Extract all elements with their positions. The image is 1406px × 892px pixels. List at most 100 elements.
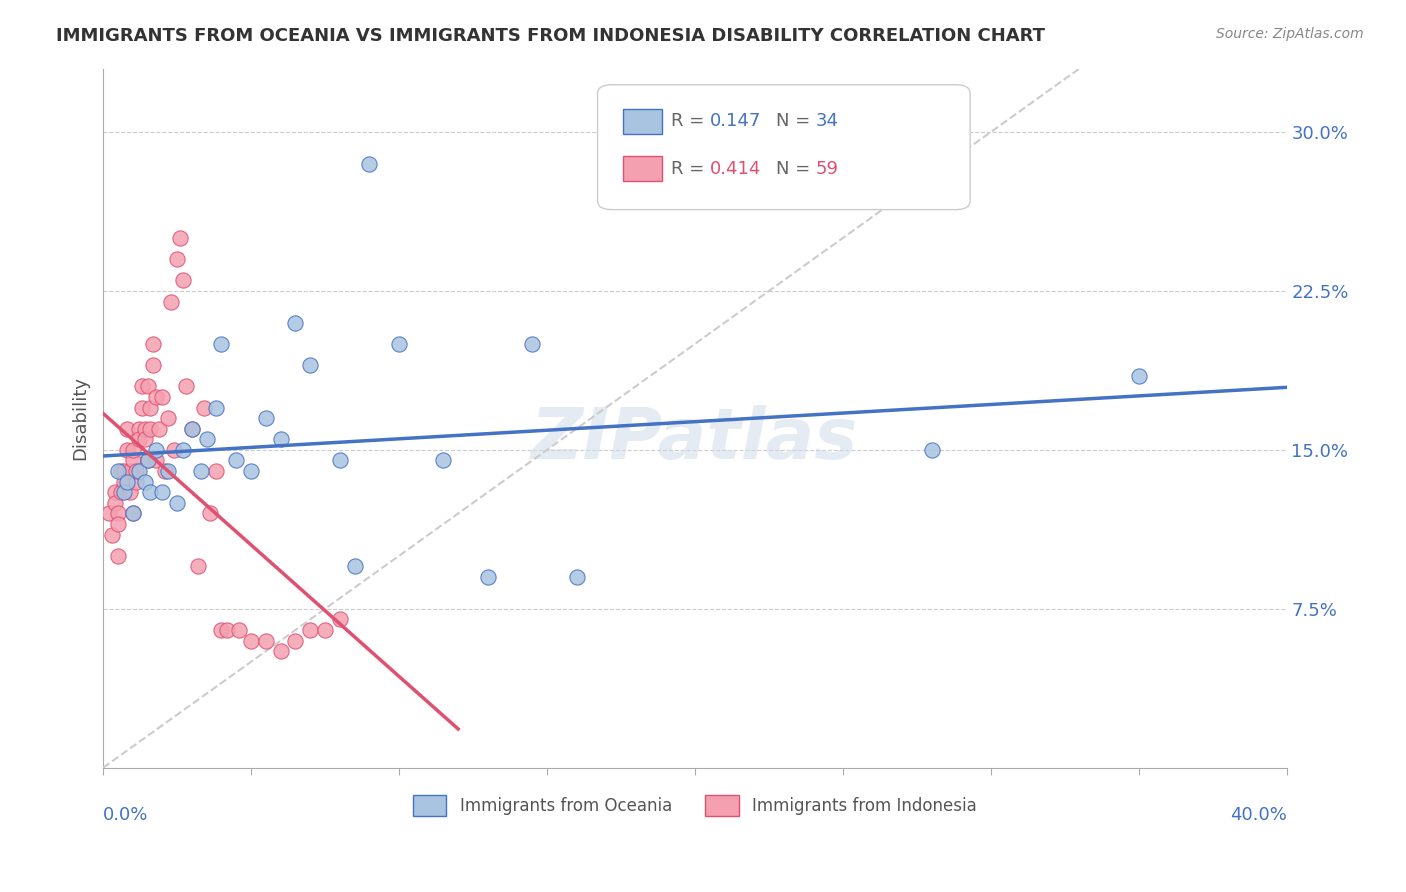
Point [155,464,177,478]
Text: 34: 34 [815,112,838,130]
Point [180,422,202,436]
Point [128,432,150,446]
Point [121,442,143,457]
Point [107,464,129,478]
Point [131,379,153,393]
Point [187,559,209,574]
Text: 0.0%: 0.0% [103,806,149,824]
Y-axis label: Disability: Disability [72,376,89,460]
Point [142,358,165,372]
Point [195,432,218,446]
Point [299,623,322,637]
Point [121,507,143,521]
Point [115,475,138,489]
Point [131,401,153,415]
Legend: Immigrants from Oceania, Immigrants from Indonesia: Immigrants from Oceania, Immigrants from… [406,789,983,822]
Point [145,453,167,467]
Point [359,157,381,171]
Point [193,401,215,415]
Point [211,623,233,637]
Point [166,252,188,267]
Point [148,422,170,436]
Point [270,432,292,446]
Point [228,623,250,637]
Point [115,442,138,457]
Point [139,485,162,500]
Point [128,422,150,436]
Point [145,390,167,404]
Point [225,453,247,467]
Text: IMMIGRANTS FROM OCEANIA VS IMMIGRANTS FROM INDONESIA DISABILITY CORRELATION CHAR: IMMIGRANTS FROM OCEANIA VS IMMIGRANTS FR… [56,27,1045,45]
Point [343,559,366,574]
Point [124,464,146,478]
Point [174,379,197,393]
Point [1128,368,1150,383]
Point [101,527,124,541]
Point [198,507,221,521]
Point [314,623,336,637]
Point [112,485,135,500]
Point [142,337,165,351]
Point [921,442,943,457]
Point [134,475,156,489]
Text: 0.147: 0.147 [710,112,762,130]
Point [157,464,180,478]
Point [520,337,543,351]
Point [329,453,352,467]
Point [157,411,180,425]
Point [107,516,129,531]
Point [118,485,141,500]
Point [112,464,135,478]
Point [107,507,129,521]
Text: R =: R = [671,160,710,178]
Text: N =: N = [776,160,815,178]
Point [139,422,162,436]
Text: 59: 59 [815,160,838,178]
Point [134,432,156,446]
Point [107,549,129,563]
Point [565,570,588,584]
Text: N =: N = [776,112,815,130]
Point [284,316,307,330]
Point [136,453,159,467]
Point [388,337,411,351]
Point [270,644,292,658]
Point [124,475,146,489]
Point [136,453,159,467]
Text: ZIPatlas: ZIPatlas [531,405,859,474]
Point [432,453,454,467]
Point [112,475,135,489]
Point [180,422,202,436]
Point [172,442,194,457]
Point [477,570,499,584]
Point [204,464,226,478]
Point [240,633,263,648]
Point [169,231,191,245]
Point [104,496,127,510]
Text: 0.414: 0.414 [710,160,762,178]
Point [128,464,150,478]
Point [284,633,307,648]
Point [115,422,138,436]
Text: R =: R = [671,112,710,130]
Point [98,507,121,521]
Point [254,633,277,648]
Point [110,485,132,500]
Point [240,464,263,478]
Point [190,464,212,478]
Point [254,411,277,425]
Point [110,464,132,478]
Point [121,507,143,521]
Point [139,401,162,415]
Point [145,442,167,457]
Point [329,612,352,626]
Point [121,453,143,467]
Point [163,442,186,457]
Point [160,294,183,309]
Point [134,422,156,436]
Point [204,401,226,415]
Point [104,485,127,500]
Point [150,390,173,404]
Point [166,496,188,510]
Point [150,485,173,500]
